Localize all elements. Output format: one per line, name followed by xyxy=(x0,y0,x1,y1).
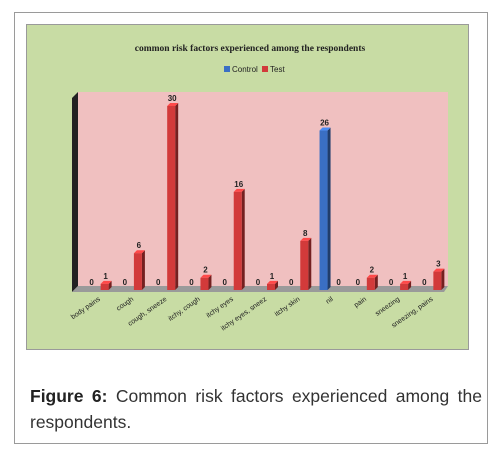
figure-caption: Figure 6: Common risk factors experience… xyxy=(30,383,482,435)
bar-test xyxy=(300,240,309,290)
plot-floor xyxy=(72,286,448,292)
bar-test xyxy=(200,277,209,290)
bar-test xyxy=(133,253,142,290)
x-tick-label: itchy skin xyxy=(274,296,302,318)
x-tick-label: sneezing xyxy=(374,296,401,318)
bar-side xyxy=(327,127,331,291)
bar-test xyxy=(433,271,442,290)
bar-top xyxy=(319,127,331,131)
bar-top xyxy=(100,280,112,284)
data-label: 0 xyxy=(189,278,194,287)
data-label: 3 xyxy=(436,260,441,269)
plot-background xyxy=(78,92,448,286)
bar-top xyxy=(400,280,412,284)
bar-top xyxy=(200,274,212,278)
legend-swatch-control xyxy=(224,66,230,72)
bar-top xyxy=(366,274,378,278)
bar-side xyxy=(308,237,312,290)
bar-test xyxy=(267,283,275,290)
bar-control xyxy=(319,130,328,290)
data-label: 30 xyxy=(168,94,177,103)
bar-top xyxy=(433,268,445,272)
x-tick-label: cough xyxy=(115,296,135,313)
bar-side xyxy=(175,103,179,290)
x-tick-label: itchy, cough xyxy=(167,296,201,323)
bar-chart: common risk factors experienced among th… xyxy=(70,44,448,332)
legend-label-control: Control xyxy=(232,65,258,74)
x-tick-label: body pains xyxy=(70,296,102,321)
bar-test xyxy=(233,191,242,290)
chart-legend: Control Test xyxy=(224,65,285,74)
bar-side xyxy=(241,188,245,290)
bar-top xyxy=(167,103,179,106)
plot-side-wall xyxy=(72,92,78,292)
data-label: 0 xyxy=(289,278,294,287)
bar-side xyxy=(374,274,378,290)
bar-top xyxy=(267,280,278,284)
bar-top xyxy=(233,188,245,192)
data-label: 2 xyxy=(370,266,375,275)
data-label: 1 xyxy=(103,272,108,281)
data-label: 0 xyxy=(389,278,394,287)
data-label: 0 xyxy=(89,278,94,287)
data-label: 26 xyxy=(320,119,329,128)
data-label: 0 xyxy=(356,278,361,287)
data-label: 16 xyxy=(234,180,243,189)
data-label: 0 xyxy=(223,278,228,287)
bar-test xyxy=(100,283,109,290)
bar-side xyxy=(408,280,412,290)
bar-test xyxy=(167,106,176,290)
bar-side xyxy=(441,268,445,290)
bar-top xyxy=(300,237,312,241)
data-label: 0 xyxy=(422,278,427,287)
legend-label-test: Test xyxy=(270,65,285,74)
bar-side xyxy=(141,250,145,290)
bar-test xyxy=(400,283,409,290)
bar-side xyxy=(208,274,212,290)
x-tick-label: itchy eyes xyxy=(205,296,235,320)
caption-label: Figure 6: xyxy=(30,386,108,406)
legend-swatch-test xyxy=(262,66,268,72)
data-label: 0 xyxy=(336,278,341,287)
bar-test xyxy=(366,277,375,290)
data-label: 0 xyxy=(156,278,161,287)
data-label: 8 xyxy=(303,229,308,238)
data-label: 0 xyxy=(123,278,128,287)
data-label: 2 xyxy=(203,266,208,275)
data-label: 1 xyxy=(270,272,275,281)
bar-side xyxy=(275,280,278,290)
bar-side xyxy=(108,280,112,290)
data-label: 1 xyxy=(403,272,408,281)
data-label: 0 xyxy=(256,278,261,287)
data-label: 6 xyxy=(137,241,142,250)
chart-title: common risk factors experienced among th… xyxy=(135,44,366,54)
x-tick-label: pain xyxy=(353,296,368,309)
caption-text: Common risk factors experienced among th… xyxy=(30,386,483,432)
bar-top xyxy=(133,250,145,254)
x-tick-label: nil xyxy=(325,296,335,306)
